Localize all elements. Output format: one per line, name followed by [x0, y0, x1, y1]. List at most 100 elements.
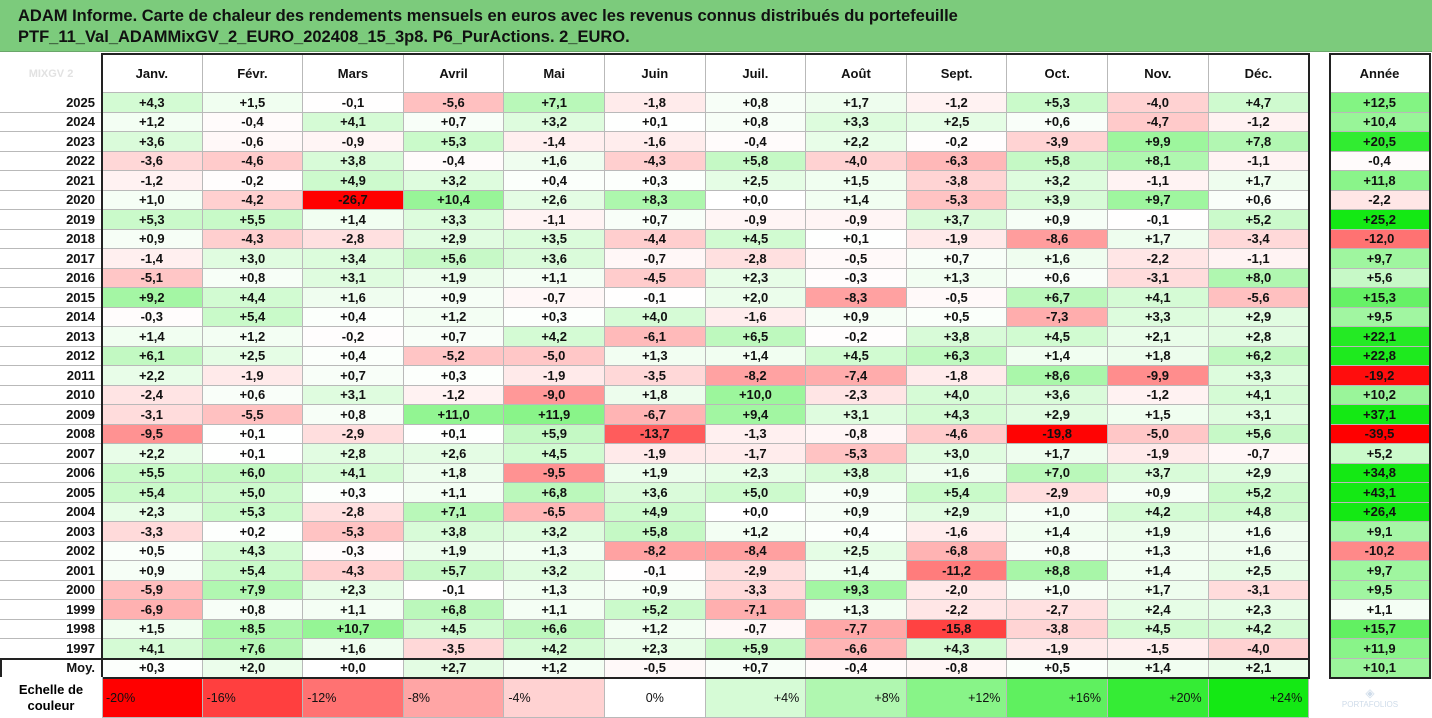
average-cell: +2,0 [202, 658, 304, 678]
heatmap-cell: +1,3 [1108, 541, 1209, 561]
year-label: 2011 [0, 366, 102, 386]
color-scale-step: -4% [504, 678, 605, 718]
heatmap-cell: +3,6 [1007, 385, 1108, 405]
heatmap-cell: +2,9 [1208, 307, 1310, 327]
year-label: 2014 [0, 307, 102, 327]
heatmap-cell: +6,3 [906, 346, 1008, 366]
heatmap-cell: +5,9 [504, 424, 605, 444]
heatmap-cell: -4,0 [1208, 639, 1310, 659]
heatmap-cell: +1,4 [1007, 522, 1108, 542]
annual-cell: +15,7 [1330, 619, 1430, 639]
heatmap-cell: -1,2 [906, 93, 1008, 113]
heatmap-cell: -4,3 [605, 151, 706, 171]
color-scale-step: +24% [1208, 678, 1310, 718]
year-label: 2001 [0, 561, 102, 581]
heatmap-cell: -5,0 [1108, 424, 1209, 444]
heatmap-cell: +3,0 [202, 249, 304, 269]
heatmap-cell: -6,1 [605, 327, 706, 347]
heatmap-cell: -0,9 [705, 210, 807, 230]
annual-cell: +10,2 [1330, 385, 1430, 405]
year-label: 2007 [0, 444, 102, 464]
heatmap-cell: -0,8 [806, 424, 907, 444]
heatmap-cell: -8,2 [705, 366, 807, 386]
heatmap-cell: +5,8 [1007, 151, 1108, 171]
heatmap-cell: +0,8 [705, 93, 807, 113]
heatmap-cell: -4,6 [202, 151, 304, 171]
heatmap-cell: +2,9 [906, 502, 1008, 522]
heatmap-cell: +2,3 [303, 580, 404, 600]
heatmap-cell: -0,1 [403, 580, 505, 600]
heatmap-cell: +3,3 [806, 112, 907, 132]
year-label: 1997 [0, 639, 102, 659]
heatmap-cell: +0,0 [705, 502, 807, 522]
heatmap-cell: +4,1 [102, 639, 203, 659]
heatmap-cell: -5,1 [102, 268, 203, 288]
average-annual-cell: +10,1 [1330, 658, 1430, 678]
heatmap-cell: -1,9 [906, 229, 1008, 249]
annual-cell: +20,5 [1330, 132, 1430, 152]
average-cell: -0,4 [806, 658, 907, 678]
annual-cell: +22,8 [1330, 346, 1430, 366]
heatmap-cell: +2,9 [403, 229, 505, 249]
heatmap-cell: +5,7 [403, 561, 505, 581]
heatmap-cell: -5,5 [202, 405, 304, 425]
heatmap-cell: +9,3 [806, 580, 907, 600]
heatmap-cell: +3,6 [102, 132, 203, 152]
heatmap-cell: +1,4 [705, 346, 807, 366]
heatmap-cell: +1,1 [303, 600, 404, 620]
heatmap-cell: +0,3 [303, 483, 404, 503]
heatmap-cell: -1,6 [605, 132, 706, 152]
heatmap-cell: -4,3 [303, 561, 404, 581]
heatmap-cell: -0,5 [906, 288, 1008, 308]
heatmap-cell: +5,5 [202, 210, 304, 230]
heatmap-cell: +2,3 [705, 268, 807, 288]
year-label: 2024 [0, 112, 102, 132]
heatmap-cell: +1,3 [906, 268, 1008, 288]
heatmap-cell: +1,9 [1108, 522, 1209, 542]
year-label: 2009 [0, 405, 102, 425]
heatmap-cell: +0,4 [303, 346, 404, 366]
heatmap-cell: -6,7 [605, 405, 706, 425]
heatmap-cell: +3,8 [806, 463, 907, 483]
heatmap-cell: +3,2 [504, 522, 605, 542]
heatmap-cell: -2,3 [806, 385, 907, 405]
heatmap-cell: +0,0 [705, 190, 807, 210]
heatmap-cell: +3,2 [1007, 171, 1108, 191]
heatmap-cell: +2,5 [202, 346, 304, 366]
annual-cell: +26,4 [1330, 502, 1430, 522]
annual-cell: -12,0 [1330, 229, 1430, 249]
heatmap-cell: +3,3 [1108, 307, 1209, 327]
annual-cell: +11,8 [1330, 171, 1430, 191]
heatmap-cell: +4,2 [504, 639, 605, 659]
color-scale-label: Echelle de couleur [0, 677, 103, 718]
heatmap-cell: -0,7 [1208, 444, 1310, 464]
average-cell: +0,0 [303, 658, 404, 678]
heatmap-cell: +9,7 [1108, 190, 1209, 210]
heatmap-cell: +4,1 [303, 112, 404, 132]
column-header: Mai [504, 54, 605, 93]
heatmap-cell: -2,8 [303, 502, 404, 522]
heatmap-cell: +3,0 [906, 444, 1008, 464]
heatmap-cell: -1,1 [1208, 249, 1310, 269]
heatmap-cell: +1,9 [605, 463, 706, 483]
heatmap-cell: +10,7 [303, 619, 404, 639]
heatmap-cell: -1,3 [705, 424, 807, 444]
heatmap-cell: -0,7 [705, 619, 807, 639]
heatmap-cell: +4,2 [1108, 502, 1209, 522]
column-header: Déc. [1208, 54, 1310, 93]
heatmap-cell: +1,7 [1108, 229, 1209, 249]
heatmap-cell: +1,7 [806, 93, 907, 113]
heatmap-cell: +6,5 [705, 327, 807, 347]
year-label: 2025 [0, 93, 102, 113]
heatmap-cell: +0,9 [1108, 483, 1209, 503]
heatmap-cell: +3,8 [906, 327, 1008, 347]
heatmap-cell: +3,1 [1208, 405, 1310, 425]
heatmap-cell: +3,6 [504, 249, 605, 269]
year-label: 1998 [0, 619, 102, 639]
heatmap-cell: +1,4 [806, 190, 907, 210]
heatmap-cell: +5,4 [202, 307, 304, 327]
title-line-1: ADAM Informe. Carte de chaleur des rende… [18, 7, 958, 25]
heatmap-cell: +1,4 [1108, 561, 1209, 581]
column-header: Févr. [202, 54, 304, 93]
heatmap-cell: +8,6 [1007, 366, 1108, 386]
